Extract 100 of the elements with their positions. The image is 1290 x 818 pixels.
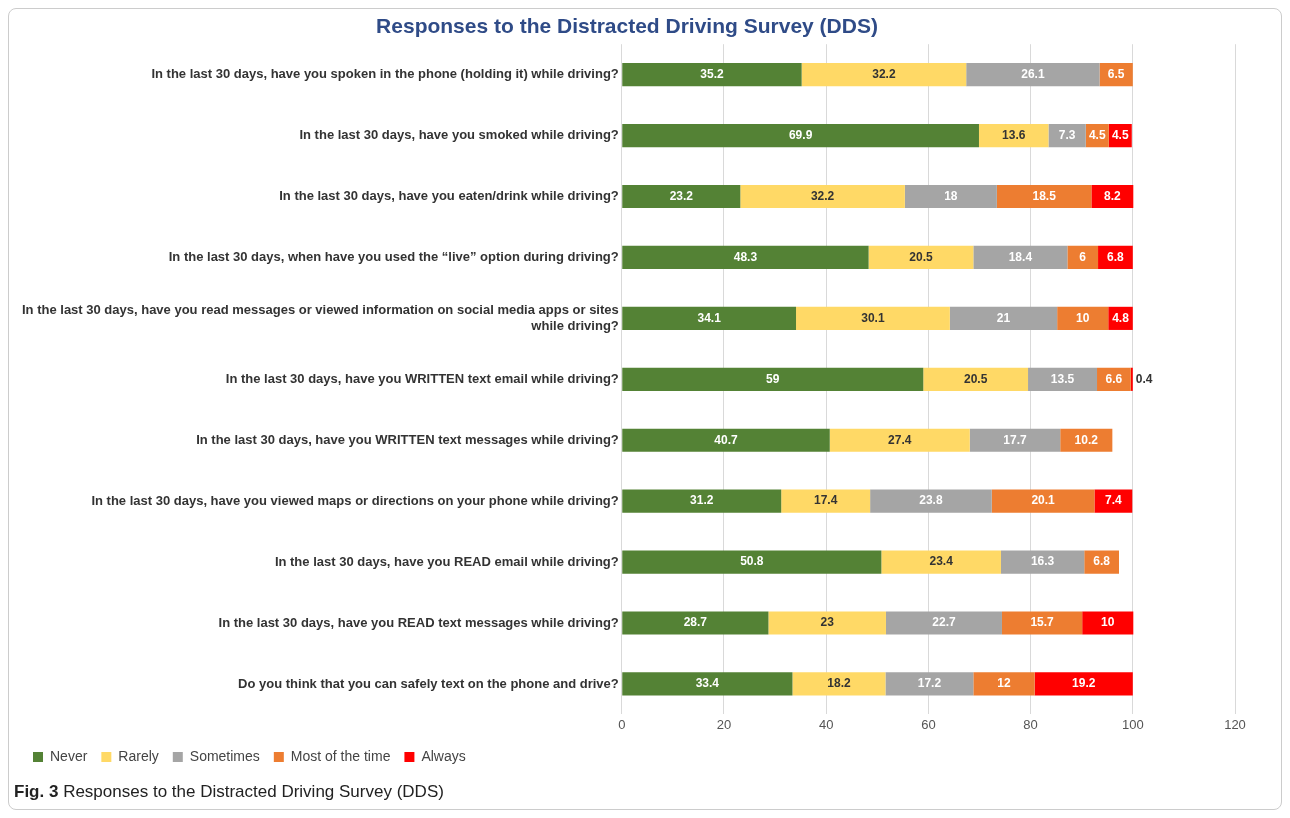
data-label: 30.1: [861, 310, 885, 325]
x-tick-label: 20: [716, 716, 732, 732]
legend-label: Sometimes: [189, 747, 260, 764]
data-label: 7.4: [1105, 493, 1123, 508]
bar: [622, 124, 979, 148]
y-tick-label: In the last 30 days, have you spoken in the phone (holding it) while driving?: [151, 66, 619, 82]
y-tick-label: In the last 30 days, have you WRITTEN text messages while driving?: [196, 431, 619, 447]
data-label: 20.5: [909, 249, 933, 264]
data-label: 26.1: [1021, 66, 1045, 81]
data-label: 48.3: [733, 249, 758, 264]
data-label: 13.5: [1050, 371, 1075, 386]
x-tick-label: 0: [618, 716, 626, 732]
data-label: 40.7: [714, 432, 739, 447]
bar: [622, 611, 769, 635]
bar: [1094, 489, 1133, 513]
data-label: 34.1: [697, 310, 722, 325]
data-label: 13.6: [1002, 127, 1026, 142]
bar: [1001, 611, 1083, 635]
data-label: 18: [944, 188, 958, 203]
bar: [1048, 124, 1086, 148]
legend-label: Rarely: [118, 747, 159, 764]
bar: [781, 489, 871, 513]
data-label: 22.7: [932, 615, 956, 630]
bar: [740, 184, 905, 209]
data-label: 6.8: [1093, 554, 1111, 569]
bar: [966, 63, 1100, 87]
bar: [991, 489, 1095, 513]
data-label: 18.4: [1008, 249, 1033, 264]
bar: [622, 306, 797, 330]
bar: [796, 306, 950, 330]
data-label: 50.8: [740, 554, 764, 569]
data-label: 33.4: [695, 676, 720, 691]
bar: [622, 245, 869, 270]
bar: [973, 672, 1035, 696]
bar: [978, 124, 1049, 148]
x-tick-label: 80: [1023, 716, 1038, 732]
data-label: 23: [820, 615, 835, 630]
bar: [969, 428, 1061, 452]
bar: [1034, 672, 1133, 696]
bar: [885, 672, 974, 696]
bar: [829, 428, 970, 452]
y-tick-label: In the last 30 days, have you viewed maps or directions on your phone while driving?: [91, 492, 619, 508]
x-tick-label: 60: [921, 716, 936, 732]
data-label: 19.2: [1072, 676, 1096, 691]
bar: [622, 489, 782, 513]
bar: [949, 306, 1058, 330]
x-tick-label: 120: [1224, 716, 1246, 732]
bar: [973, 245, 1068, 270]
data-label: 15.7: [1030, 615, 1055, 630]
data-label: 27.4: [888, 432, 912, 447]
data-label: 21: [996, 310, 1011, 325]
bar: [622, 63, 802, 87]
bar: [1028, 367, 1098, 391]
data-label: 0.4: [1135, 371, 1153, 386]
bar: [904, 184, 997, 209]
data-label: 28.7: [683, 615, 708, 630]
data-label: 6.6: [1105, 371, 1123, 386]
bar: [881, 550, 1001, 574]
data-label: 8.2: [1104, 188, 1122, 203]
data-label: 17.4: [813, 493, 838, 508]
bar: [622, 184, 741, 209]
bar: [923, 367, 1029, 391]
bar: [622, 550, 882, 574]
data-label: 35.2: [700, 66, 724, 81]
data-label: 6.8: [1107, 249, 1125, 264]
data-label: 23.2: [669, 188, 694, 203]
bar: [870, 489, 992, 513]
data-label: 20.1: [1031, 493, 1056, 508]
data-label: 18.2: [827, 676, 851, 691]
data-label: 59: [766, 371, 780, 386]
y-tick-label: In the last 30 days, have you READ email while driving?: [274, 553, 619, 569]
bar: [885, 611, 1002, 635]
bar: [1000, 550, 1085, 574]
data-label: 32.2: [872, 66, 896, 81]
legend-label: Most of the time: [290, 747, 391, 764]
data-label: 10: [1101, 615, 1115, 630]
bar: [792, 672, 886, 696]
caption: Fig. 3 Responses to the Distracted Driving Survey (DDS): [14, 782, 444, 802]
data-label: 17.7: [1003, 432, 1028, 447]
bar: [1057, 306, 1109, 330]
data-label: 10.2: [1074, 432, 1099, 447]
data-label: 23.4: [929, 554, 954, 569]
data-label: 10: [1076, 310, 1090, 325]
data-label: 16.3: [1030, 554, 1055, 569]
bar: [868, 245, 974, 270]
data-label: 32.2: [810, 188, 835, 203]
y-tick-label: In the last 30 days, have you smoked while driving?: [299, 127, 619, 143]
bar: [622, 367, 924, 391]
y-tick-label: In the last 30 days, have you WRITTEN text email while driving?: [225, 370, 619, 386]
legend-label: Always: [421, 747, 466, 764]
data-label: 20.5: [963, 371, 988, 386]
data-label: 6: [1079, 249, 1087, 264]
y-tick-label: In the last 30 days, when have you used the “live” option during driving?: [168, 249, 619, 265]
bar: [768, 611, 886, 635]
bar: [1067, 245, 1099, 270]
data-label: 7.3: [1058, 127, 1076, 142]
bar: [996, 184, 1092, 209]
data-label: 31.2: [690, 493, 714, 508]
y-tick-label: In the last 30 days, have you read messages or viewed information on social media apps or sites while driving?: [21, 302, 619, 333]
data-label: 4.5: [1111, 127, 1129, 142]
